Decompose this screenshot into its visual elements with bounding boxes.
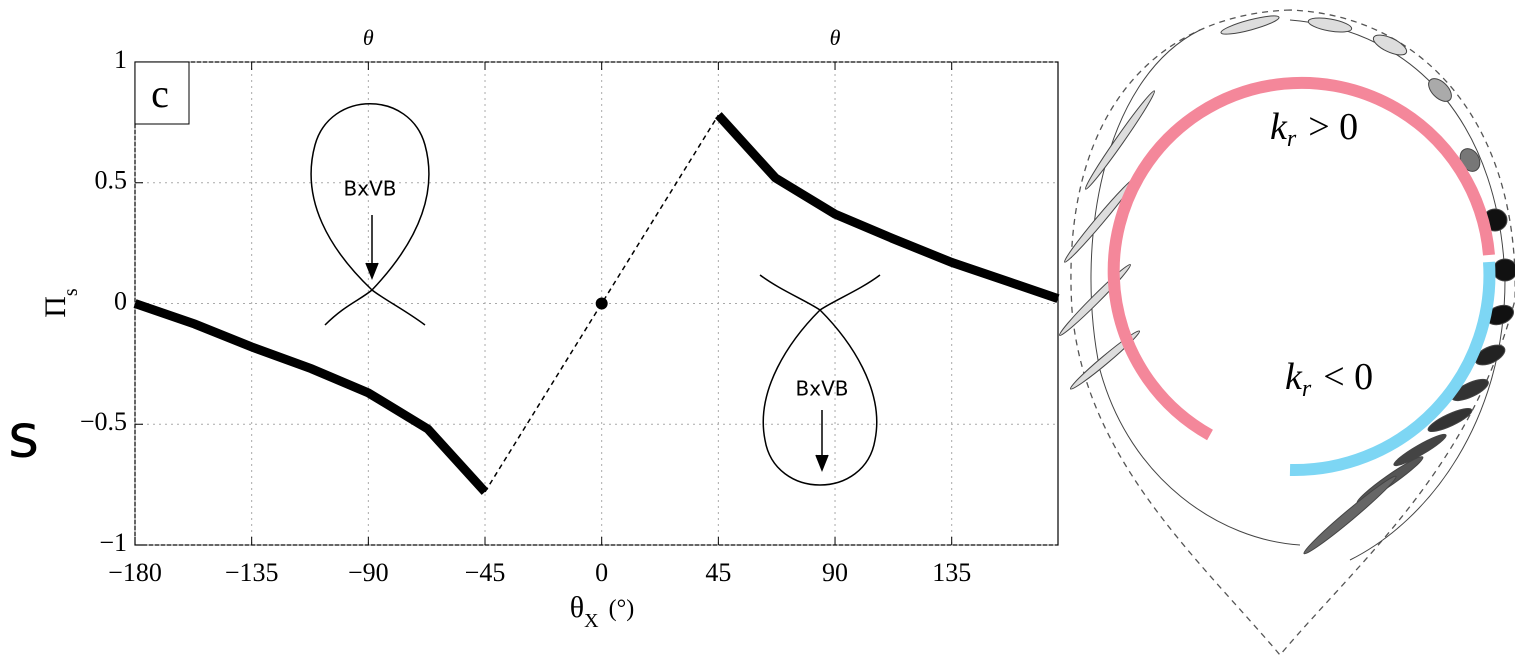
x-tick-label: −45 bbox=[465, 558, 506, 587]
line bbox=[715, 112, 1060, 303]
y-tick-label: −1 bbox=[99, 528, 127, 557]
x-axis-label: θX (°) bbox=[570, 591, 634, 632]
x-tick-label: −180 bbox=[108, 558, 162, 587]
line bbox=[484, 114, 719, 493]
x-tick-label: 90 bbox=[822, 558, 848, 587]
top-label: θ bbox=[363, 25, 374, 50]
annotation: BxVB bbox=[796, 377, 849, 401]
left-fragment: s bbox=[8, 402, 39, 472]
line bbox=[133, 299, 489, 495]
x-tick-label: −90 bbox=[348, 558, 389, 587]
panel-label: c bbox=[151, 71, 169, 116]
y-tick-label: 1 bbox=[114, 45, 127, 74]
inset-left bbox=[310, 103, 430, 326]
diagram-label: kr > 0 bbox=[1270, 106, 1358, 152]
annotation: BxVB bbox=[344, 177, 397, 201]
y-tick-label: 0 bbox=[114, 286, 127, 315]
ticks: −180 −135 −90 −45 0 45 90 135 −1 −0.5 0 0.5 1 θ θ bbox=[80, 25, 971, 587]
inset-right bbox=[759, 274, 881, 486]
y-tick-label: 0.5 bbox=[95, 166, 128, 195]
diagram: kr > 0 kr < 0 bbox=[1059, 9, 1515, 657]
diagram-label: kr < 0 bbox=[1285, 356, 1373, 402]
x-tick-label: 0 bbox=[595, 558, 608, 587]
x-tick-label: −135 bbox=[225, 558, 279, 587]
x-tick-label: 45 bbox=[705, 558, 731, 587]
x-tick-label: 135 bbox=[932, 558, 971, 587]
panel-box bbox=[134, 61, 190, 125]
y-axis-label: Πs bbox=[39, 288, 82, 318]
y-tick-label: −0.5 bbox=[80, 407, 127, 436]
point bbox=[595, 297, 608, 310]
top-label: θ bbox=[830, 25, 841, 50]
series bbox=[133, 112, 1060, 495]
